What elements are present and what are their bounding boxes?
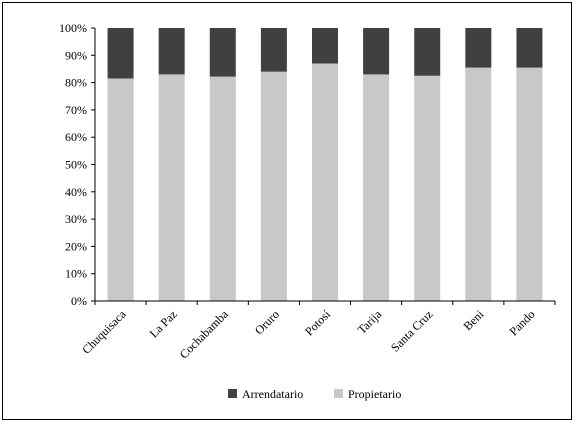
legend-swatch: [334, 389, 343, 398]
x-category-label: La Paz: [147, 307, 180, 340]
bar-arrendatario: [107, 28, 134, 79]
bar-propietario: [209, 76, 236, 302]
bar-arrendatario: [516, 28, 543, 68]
y-tick-label: 40%: [65, 185, 87, 199]
y-tick-label: 70%: [65, 103, 87, 117]
bar-arrendatario: [158, 28, 185, 75]
x-category-label: Pando: [506, 307, 537, 338]
bar-arrendatario: [465, 28, 492, 68]
y-tick-label: 50%: [65, 158, 87, 172]
x-category-label: Oruro: [252, 307, 282, 337]
legend: Arrendatario Propietario: [228, 387, 401, 401]
y-tick-label: 30%: [65, 212, 87, 226]
y-tick-label: 0%: [71, 294, 87, 308]
y-tick-label: 90%: [65, 48, 87, 62]
bar-arrendatario: [312, 28, 338, 64]
bar-propietario: [414, 75, 441, 302]
x-category-label: Chuquisaca: [79, 307, 129, 357]
legend-swatch: [228, 389, 237, 398]
y-tick-label: 20%: [65, 239, 87, 253]
x-category-label: Tarija: [355, 307, 385, 337]
y-tick-label: 10%: [65, 267, 87, 281]
bar-propietario: [158, 74, 185, 301]
bar-arrendatario: [209, 28, 236, 77]
bar-propietario: [260, 71, 287, 302]
legend-label: Arrendatario: [242, 387, 303, 401]
y-tick-label: 80%: [65, 76, 87, 90]
bar-propietario: [516, 67, 543, 302]
bar-arrendatario: [260, 28, 287, 72]
bar-propietario: [363, 74, 390, 301]
legend-label: Propietario: [348, 387, 401, 401]
y-tick-label: 60%: [65, 130, 87, 144]
y-tick-label: 100%: [59, 21, 87, 35]
x-category-label: Beni: [461, 307, 487, 333]
bar-propietario: [465, 67, 492, 302]
y-axis: 0% 10% 20% 30% 40% 50% 60% 70% 80% 90% 100%: [59, 21, 96, 308]
x-category-label: Santa Cruz: [388, 307, 435, 354]
x-category-label: Cochabamba: [177, 307, 232, 362]
bar-propietario: [312, 63, 338, 301]
bars-group: [107, 28, 543, 302]
bar-arrendatario: [414, 28, 441, 76]
bar-arrendatario: [363, 28, 390, 75]
bar-propietario: [107, 78, 134, 301]
x-category-label: Potosí: [302, 307, 334, 339]
